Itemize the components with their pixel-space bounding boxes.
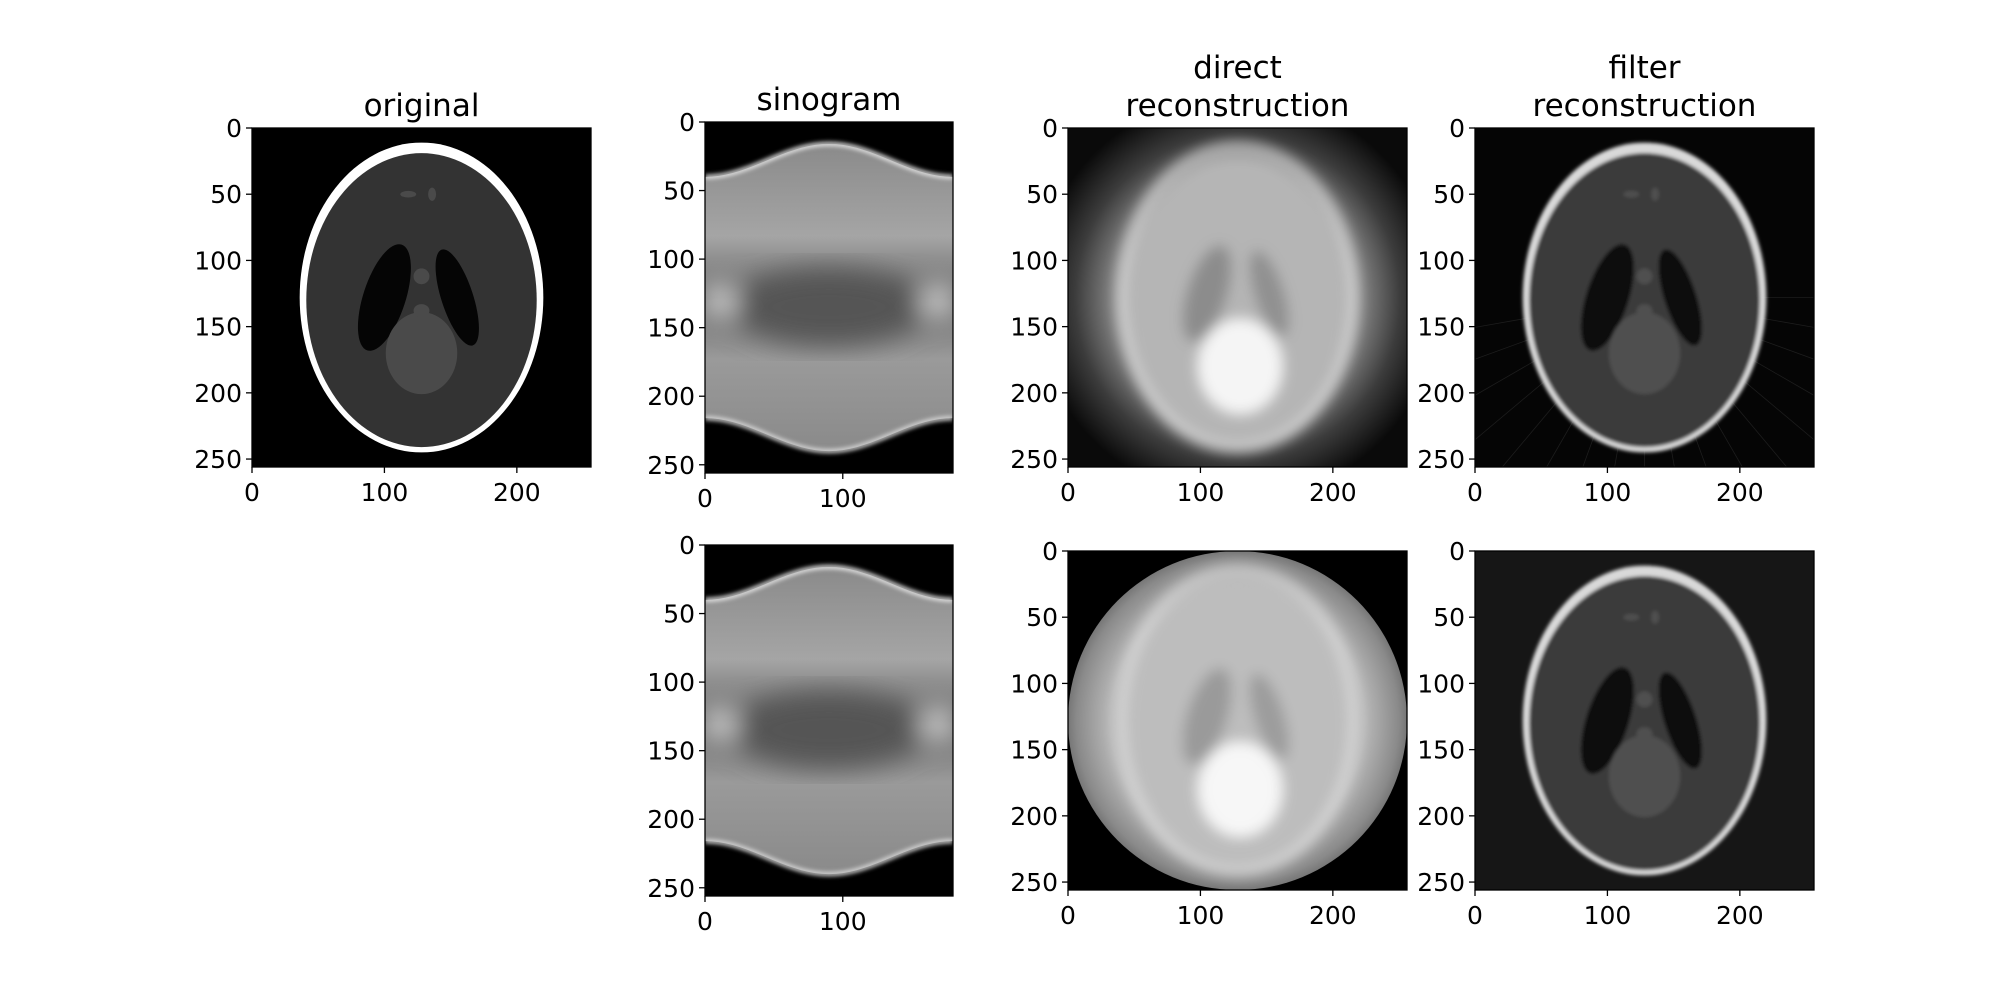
x-tick-label: 0 <box>1060 478 1076 507</box>
axes-frame <box>704 121 954 474</box>
y-tick-label: 100 <box>1010 246 1058 275</box>
panel-title: filter <box>1608 50 1680 86</box>
image-filter-top <box>1475 128 1814 467</box>
y-tick-label: 150 <box>1417 736 1465 765</box>
y-tick-label: 250 <box>647 451 695 480</box>
image-filter-bottom <box>1475 551 1814 890</box>
y-tick-label: 0 <box>226 114 242 143</box>
x-tick-label: 0 <box>697 907 713 936</box>
x-tick-label: 200 <box>493 478 541 507</box>
x-tick-label: 0 <box>1467 478 1483 507</box>
y-tick-label: 100 <box>1417 669 1465 698</box>
x-tick-label: 200 <box>1716 901 1764 930</box>
x-tick-label: 100 <box>1584 478 1632 507</box>
y-tick-label: 0 <box>1449 114 1465 143</box>
y-tick-label: 200 <box>1417 802 1465 831</box>
y-tick-label: 50 <box>210 180 242 209</box>
x-tick-label: 0 <box>244 478 260 507</box>
x-tick-label: 100 <box>819 907 867 936</box>
y-tick-label: 50 <box>1433 180 1465 209</box>
y-tick-label: 100 <box>647 668 695 697</box>
y-tick-label: 150 <box>647 737 695 766</box>
y-tick-label: 150 <box>1010 736 1058 765</box>
y-tick-label: 250 <box>1010 868 1058 897</box>
y-tick-label: 50 <box>1433 603 1465 632</box>
axes-frame <box>704 544 954 897</box>
y-tick-label: 250 <box>647 874 695 903</box>
y-tick-label: 200 <box>1010 802 1058 831</box>
y-tick-label: 200 <box>194 379 242 408</box>
y-tick-label: 0 <box>679 108 695 137</box>
axes-frame <box>1474 127 1815 468</box>
y-tick-label: 150 <box>194 313 242 342</box>
panel-title: reconstruction <box>1126 88 1350 124</box>
image-direct-bottom <box>1068 551 1407 890</box>
x-tick-label: 100 <box>361 478 409 507</box>
x-tick-label: 100 <box>1177 901 1225 930</box>
x-tick-label: 0 <box>1060 901 1076 930</box>
y-tick-label: 50 <box>1026 180 1058 209</box>
y-tick-label: 0 <box>1042 114 1058 143</box>
panel-title: sinogram <box>757 82 902 118</box>
y-tick-label: 100 <box>647 245 695 274</box>
x-tick-label: 0 <box>697 484 713 513</box>
x-tick-label: 200 <box>1716 478 1764 507</box>
y-tick-label: 50 <box>663 600 695 629</box>
y-tick-label: 50 <box>1026 603 1058 632</box>
axes-frame <box>251 127 592 468</box>
axes-frame <box>1067 127 1408 468</box>
image-sinogram-top <box>705 122 953 473</box>
panel-title: direct <box>1193 50 1282 86</box>
y-tick-label: 250 <box>1417 445 1465 474</box>
panel-title: reconstruction <box>1533 88 1757 124</box>
y-tick-label: 250 <box>1010 445 1058 474</box>
y-tick-label: 150 <box>1417 313 1465 342</box>
x-tick-label: 100 <box>1177 478 1225 507</box>
y-tick-label: 100 <box>1010 669 1058 698</box>
x-tick-label: 0 <box>1467 901 1483 930</box>
y-tick-label: 200 <box>647 805 695 834</box>
y-tick-label: 200 <box>647 382 695 411</box>
y-tick-label: 150 <box>1010 313 1058 342</box>
image-original <box>252 128 591 467</box>
y-tick-label: 250 <box>1417 868 1465 897</box>
y-tick-label: 200 <box>1417 379 1465 408</box>
y-tick-label: 100 <box>1417 246 1465 275</box>
y-tick-label: 50 <box>663 177 695 206</box>
y-tick-label: 0 <box>1042 537 1058 566</box>
y-tick-label: 0 <box>1449 537 1465 566</box>
y-tick-label: 100 <box>194 246 242 275</box>
x-tick-label: 200 <box>1309 901 1357 930</box>
y-tick-label: 0 <box>679 531 695 560</box>
y-tick-label: 250 <box>194 445 242 474</box>
x-tick-label: 100 <box>1584 901 1632 930</box>
y-tick-label: 200 <box>1010 379 1058 408</box>
axes-frame <box>1474 550 1815 891</box>
image-direct-top <box>1068 128 1407 467</box>
x-tick-label: 200 <box>1309 478 1357 507</box>
y-tick-label: 150 <box>647 314 695 343</box>
panel-title: original <box>364 88 480 124</box>
image-sinogram-bottom <box>705 545 953 896</box>
x-tick-label: 100 <box>819 484 867 513</box>
axes-frame <box>1067 550 1408 891</box>
